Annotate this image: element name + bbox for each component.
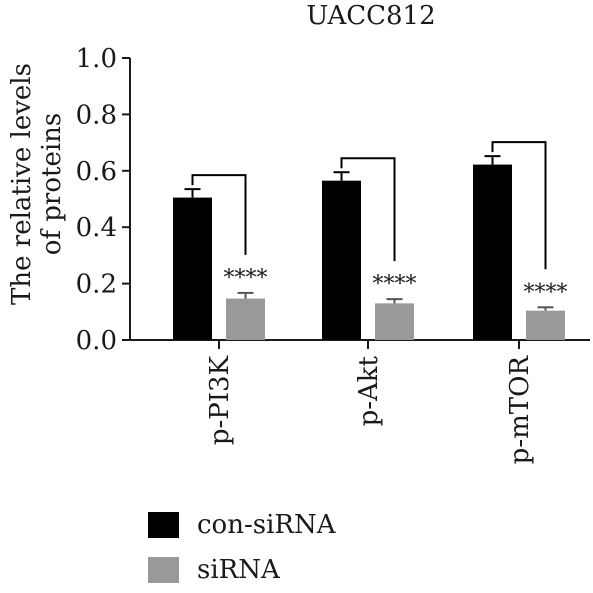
plot-area: 0.0 0.2 0.4 0.6 0.8 1.0 **** p-PI3K **** p-Akt ***… [76,44,590,464]
significance-label: **** [373,272,417,297]
legend-swatch-con-sirna [148,512,179,538]
legend-swatch-sirna [148,557,179,583]
y-tick-label: 0.8 [76,100,117,130]
bar-sirna [226,298,265,340]
y-tick-label: 1.0 [76,44,117,74]
y-tick-label: 0.0 [76,326,117,356]
legend-item-con-sirna: con-siRNA [148,508,408,542]
bar-sirna [526,310,565,340]
significance-bracket [491,141,547,270]
significance-label: **** [224,266,268,291]
y-tick-label: 0.6 [76,157,117,187]
legend-item-sirna: siRNA [148,553,408,587]
y-axis-title-line-2: of proteins [37,113,67,256]
x-tick-label: p-Akt [354,355,384,426]
x-tick-label: p-PI3K [205,355,235,445]
y-tick-label: 0.4 [76,213,117,243]
bar-con-sirna [173,197,212,340]
chart-title: UACC812 [306,1,435,31]
x-tick-label: p-mTOR [505,355,535,465]
bar-con-sirna [473,164,512,340]
legend-label-sirna: siRNA [197,555,280,585]
significance-label: **** [524,280,568,305]
y-axis-title: The relative levels of proteins [7,63,67,305]
legend-label-con-sirna: con-siRNA [197,510,336,540]
significance-bracket [340,157,396,262]
y-tick-label: 0.2 [76,270,117,300]
bar-sirna [375,303,414,340]
bar-con-sirna [322,180,361,340]
y-axis-title-line-1: The relative levels [7,63,37,305]
significance-bracket [191,174,247,255]
